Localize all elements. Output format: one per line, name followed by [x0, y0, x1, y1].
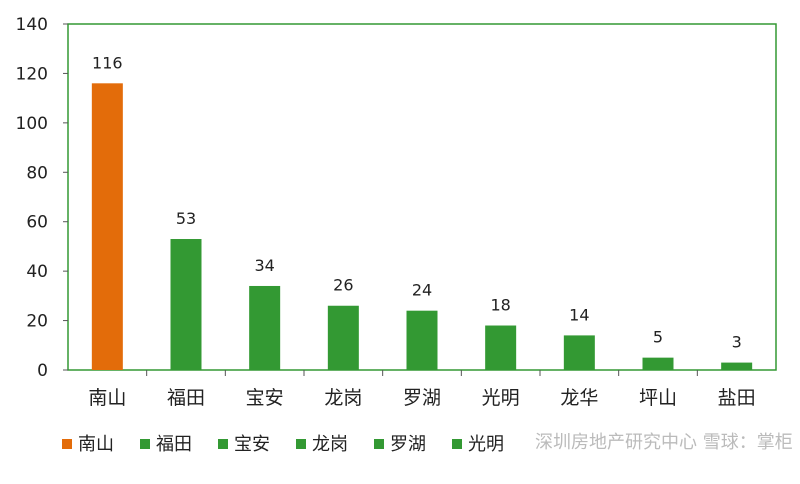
x-tick-label: 龙岗 — [324, 387, 362, 409]
legend-swatch — [296, 439, 306, 449]
data-label: 116 — [92, 53, 123, 72]
bar — [406, 310, 438, 370]
data-label: 26 — [333, 276, 353, 295]
y-tick-label: 120 — [16, 64, 48, 84]
bar — [563, 335, 595, 370]
x-tick-label: 光明 — [482, 387, 520, 409]
legend-label: 罗湖 — [390, 434, 426, 455]
legend-label: 福田 — [156, 434, 192, 455]
x-tick-label: 南山 — [88, 387, 126, 409]
y-tick-label: 20 — [26, 312, 48, 332]
x-tick-label: 龙华 — [560, 387, 598, 409]
legend-swatch — [218, 439, 228, 449]
x-tick-label: 福田 — [167, 387, 205, 409]
legend-label: 宝安 — [234, 434, 270, 455]
legend-swatch — [452, 439, 462, 449]
data-label: 34 — [254, 256, 274, 275]
watermark: 深圳房地产研究中心 雪球：掌柜 — [535, 432, 793, 453]
legend-swatch — [140, 439, 150, 449]
bar — [721, 362, 753, 370]
y-tick-label: 60 — [26, 213, 48, 233]
legend-label: 光明 — [468, 434, 504, 455]
x-tick-label: 罗湖 — [403, 387, 441, 409]
bar — [91, 83, 123, 371]
data-label: 5 — [653, 328, 663, 347]
x-tick-label: 宝安 — [246, 387, 284, 409]
bar — [327, 305, 359, 370]
y-tick-label: 0 — [37, 361, 48, 381]
legend-swatch — [62, 439, 72, 449]
y-tick-label: 40 — [26, 262, 48, 282]
bar — [485, 325, 517, 370]
bar — [170, 239, 202, 370]
y-tick-label: 80 — [26, 163, 48, 183]
data-label: 3 — [732, 333, 742, 352]
y-tick-label: 140 — [16, 15, 48, 35]
data-label: 18 — [490, 296, 510, 315]
data-label: 24 — [412, 281, 432, 300]
legend-label: 南山 — [78, 434, 114, 455]
x-tick-label: 坪山 — [639, 387, 677, 409]
y-tick-label: 100 — [16, 114, 48, 134]
data-label: 53 — [176, 209, 196, 228]
bar — [642, 357, 674, 370]
bar — [249, 285, 281, 370]
legend-label: 龙岗 — [312, 434, 348, 455]
legend-swatch — [374, 439, 384, 449]
data-label: 14 — [569, 305, 589, 324]
x-tick-label: 盐田 — [718, 387, 756, 409]
